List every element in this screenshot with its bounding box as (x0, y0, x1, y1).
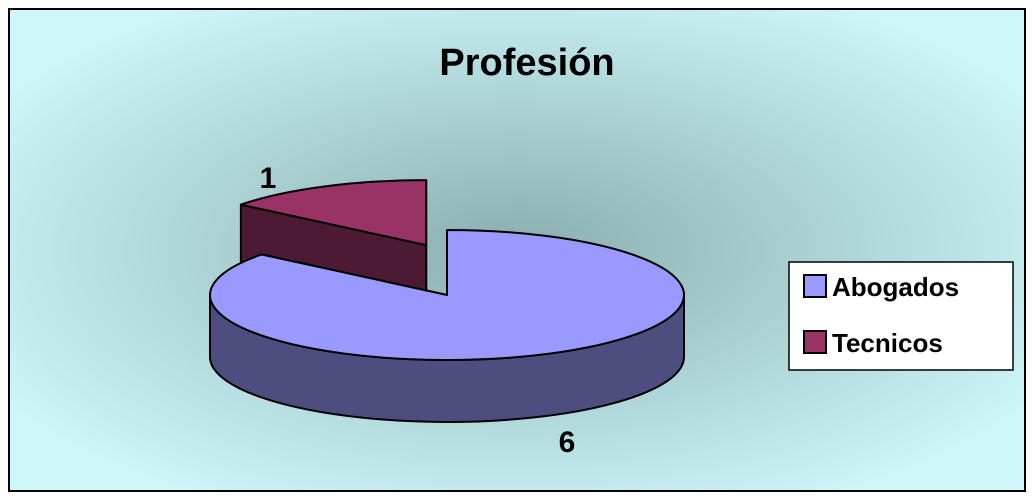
legend-swatch-tecnicos (803, 330, 827, 354)
legend-swatch-abogados (803, 274, 827, 298)
slice-abogados (209, 229, 685, 423)
chart-title: Profesión (439, 42, 614, 84)
legend-label-tecnicos: Tecnicos (832, 328, 943, 358)
legend-label-abogados: Abogados (832, 272, 959, 302)
pie-group (209, 179, 685, 423)
data-label-abogados: 6 (559, 426, 576, 459)
data-label-tecnicos: 1 (260, 162, 277, 195)
legend: Abogados Tecnicos (788, 261, 1014, 371)
data-labels: 61 (260, 162, 576, 459)
slice-abogados-top (209, 229, 685, 361)
slice-tecnicos-top (239, 179, 428, 247)
